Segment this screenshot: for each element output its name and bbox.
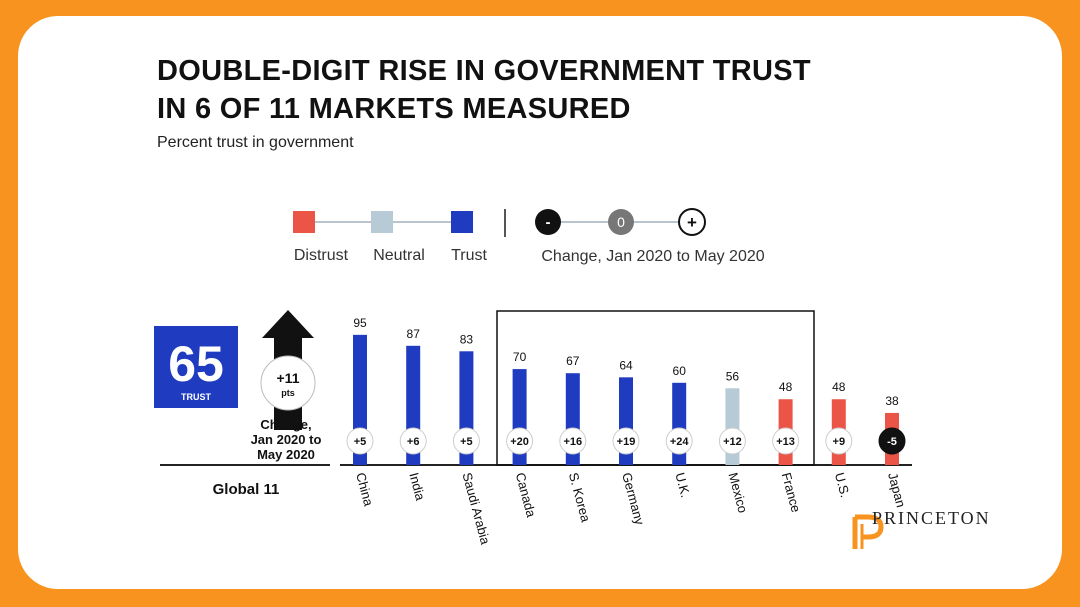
global-trust-block: 65 TRUST +11 pts Change, Jan 2020 to May… (154, 310, 321, 498)
legend-distrust-label: Distrust (294, 247, 349, 264)
category-label: S. Korea (566, 471, 594, 524)
legend-neutral-label: Neutral (373, 247, 425, 264)
change-marker (506, 427, 534, 455)
chart-title-line-2: IN 6 OF 11 MARKETS MEASURED (157, 93, 631, 125)
change-label: +20 (510, 436, 529, 448)
change-marker (612, 427, 640, 455)
category-label: France (779, 471, 804, 514)
legend-change: - 0 + Change, Jan 2020 to May 2020 (535, 208, 765, 265)
bar-value-label: 48 (832, 380, 846, 394)
bar-value-label: 48 (779, 380, 793, 394)
legend-neutral-swatch (371, 211, 393, 233)
category-label: Mexico (726, 471, 751, 515)
bar-value-label: 70 (513, 350, 527, 364)
bar-value-label: 83 (460, 332, 474, 346)
global-change-unit: pts (281, 388, 295, 398)
global-change-caption-3: May 2020 (257, 447, 315, 462)
change-marker (399, 427, 427, 455)
bar-value-label: 38 (885, 394, 899, 408)
change-marker (772, 427, 800, 455)
global-trust-box (154, 326, 238, 408)
change-marker (878, 427, 906, 455)
legend-plus-marker (678, 208, 706, 236)
change-label: +9 (833, 436, 846, 448)
legend-distrust-swatch (293, 211, 315, 233)
category-label: Germany (619, 471, 647, 527)
category-label: India (406, 471, 428, 503)
change-label: +24 (670, 436, 690, 448)
category-label: Japan (885, 471, 909, 509)
change-marker (452, 427, 480, 455)
global-trust-value: 65 (168, 336, 224, 392)
legend-trust-swatch (451, 211, 473, 233)
global-change-marker (260, 355, 316, 411)
global-trust-label: TRUST (181, 392, 211, 402)
chart-title-line-1: DOUBLE-DIGIT RISE IN GOVERNMENT TRUST (157, 55, 811, 87)
global-label: Global 11 (213, 481, 280, 498)
legend-levels: Distrust Neutral Trust (293, 211, 487, 264)
legend-trust-label: Trust (451, 247, 487, 264)
change-label: +5 (460, 436, 473, 448)
bars-group: 95 +5 China 87 +6 India 83 +5 Saudi Arabia 70 +20 C… (346, 316, 909, 547)
change-marker (559, 427, 587, 455)
chart-title: DOUBLE-DIGIT RISE IN GOVERNMENT TRUST IN… (157, 52, 811, 128)
legend-minus-marker (535, 209, 561, 235)
global-change-caption-2: Jan 2020 to (251, 432, 322, 447)
chart-subtitle: Percent trust in government (157, 134, 354, 151)
bar-value-label: 87 (407, 327, 421, 341)
change-label: -5 (887, 436, 897, 448)
bar-value-label: 56 (726, 369, 740, 383)
change-label: +16 (563, 436, 582, 448)
change-label: +6 (407, 436, 420, 448)
slide-card (18, 16, 1062, 589)
change-label: +13 (776, 436, 795, 448)
bar-value-label: 95 (353, 316, 367, 330)
brand-name: PRINCETON (872, 508, 991, 528)
change-label: +5 (354, 436, 367, 448)
category-label: U.K. (672, 471, 693, 499)
legend-minus-symbol: - (546, 214, 551, 231)
highlight-box (496, 310, 815, 466)
category-label: China (353, 471, 376, 508)
change-marker (825, 427, 853, 455)
bar-value-label: 67 (566, 354, 580, 368)
change-label: +19 (617, 436, 636, 448)
category-label: U.S. (832, 471, 853, 499)
global-change-value: +11 (277, 370, 300, 386)
legend-change-label: Change, Jan 2020 to May 2020 (541, 248, 764, 265)
change-marker (346, 427, 374, 455)
change-marker (718, 427, 746, 455)
category-label: Canada (513, 471, 539, 520)
bar-value-label: 60 (673, 364, 687, 378)
legend-zero-symbol: 0 (617, 214, 625, 230)
change-marker (665, 427, 693, 455)
bar-value-label: 64 (619, 358, 633, 372)
category-label: Saudi Arabia (460, 471, 494, 547)
legend-plus-symbol: + (687, 213, 697, 232)
global-change-caption-1: Change, (260, 417, 311, 432)
legend-zero-marker (608, 209, 634, 235)
change-label: +12 (723, 436, 742, 448)
